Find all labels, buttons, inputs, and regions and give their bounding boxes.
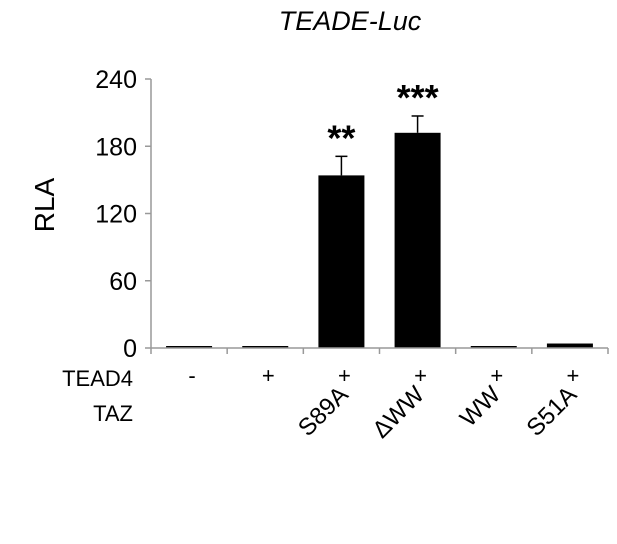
tead4-sign: + bbox=[414, 363, 427, 388]
row-label-tead4: TEAD4 bbox=[62, 366, 133, 391]
y-tick-label: 60 bbox=[109, 268, 137, 296]
y-axis-label: RLA bbox=[29, 177, 60, 232]
tead4-sign: - bbox=[188, 363, 195, 388]
category-labels: S89A ΔWW WW S51A bbox=[293, 381, 582, 444]
bar bbox=[242, 346, 289, 348]
significance-label: ** bbox=[327, 117, 355, 158]
bar bbox=[470, 346, 517, 348]
category-label: S51A bbox=[522, 381, 583, 442]
tead4-row: - + + + + + bbox=[188, 363, 579, 388]
category-label: ΔWW bbox=[367, 381, 430, 444]
bar bbox=[546, 343, 593, 348]
x-axis bbox=[150, 347, 609, 354]
y-tick-label: 120 bbox=[95, 201, 137, 229]
bars: ***** bbox=[166, 77, 593, 348]
bar bbox=[394, 132, 441, 348]
row-label-taz: TAZ bbox=[93, 401, 133, 426]
y-tick-label: 240 bbox=[95, 66, 137, 94]
tead4-sign: + bbox=[262, 363, 275, 388]
tead4-sign: + bbox=[566, 363, 579, 388]
category-label: S89A bbox=[293, 381, 354, 442]
y-axis: 0 60 120 180 240 bbox=[95, 66, 152, 363]
tead4-sign: + bbox=[338, 363, 351, 388]
y-tick-label: 180 bbox=[95, 133, 137, 161]
bar bbox=[166, 346, 213, 348]
bar bbox=[318, 175, 365, 348]
significance-label: *** bbox=[397, 77, 439, 118]
category-label: WW bbox=[455, 381, 506, 432]
tead4-sign: + bbox=[490, 363, 503, 388]
y-tick-label: 0 bbox=[123, 335, 137, 363]
chart-title: TEADE-Luc bbox=[279, 6, 422, 36]
